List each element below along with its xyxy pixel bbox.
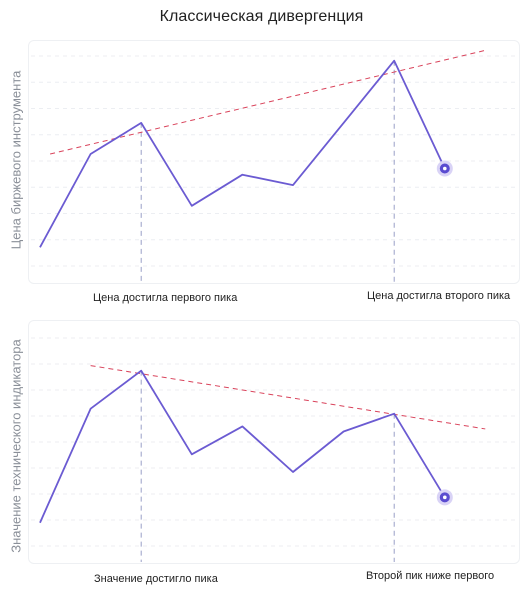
price-trendline <box>50 49 486 155</box>
price-end-marker-center <box>443 166 447 171</box>
indicator-trendline <box>90 365 486 430</box>
indicator-end-marker-center <box>443 495 447 500</box>
indicator-second-peak-annotation: Второй пик ниже первого <box>366 570 495 582</box>
indicator-series-line <box>39 369 446 524</box>
price-chart-panel <box>28 40 520 284</box>
chart-title: Классическая дивергенция <box>159 8 364 25</box>
price-series-line <box>39 59 446 248</box>
indicator-first-peak-annotation: Значение достигло пика <box>94 573 218 585</box>
price-second-peak-annotation: Цена достигла второго пика <box>367 290 511 302</box>
price-first-peak-annotation: Цена достигла первого пика <box>93 292 238 304</box>
